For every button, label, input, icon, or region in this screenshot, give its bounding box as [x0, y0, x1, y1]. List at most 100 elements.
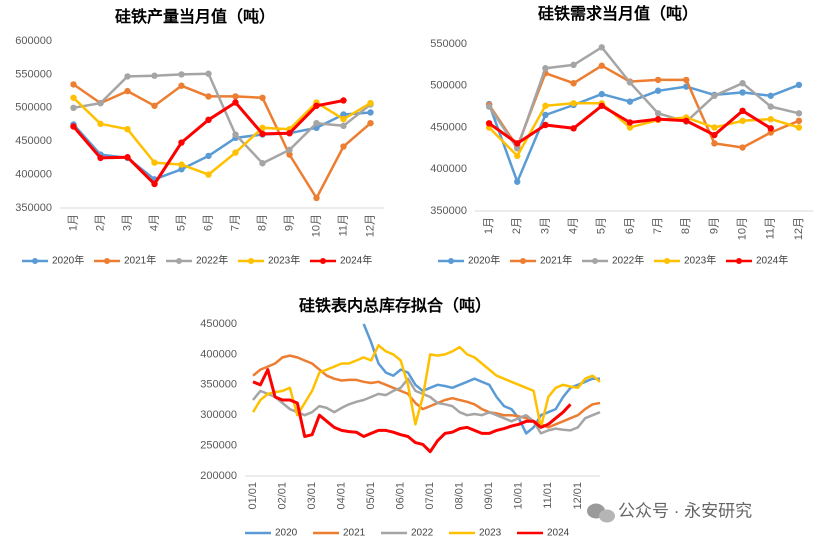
series-marker: [340, 97, 347, 104]
series-line: [252, 368, 572, 454]
series-marker: [367, 119, 374, 127]
series-marker: [205, 171, 212, 178]
series-marker: [514, 140, 521, 147]
legend-label: 2020年: [468, 254, 500, 267]
y-tick-label: 300000: [200, 409, 237, 421]
series-marker: [286, 129, 293, 137]
series-line: [72, 96, 372, 176]
legend-label: 2022年: [612, 254, 644, 267]
series-marker: [570, 61, 577, 69]
y-tick-label: 200000: [200, 470, 237, 482]
series-marker: [151, 180, 158, 188]
x-tick-label: 08/01: [454, 482, 466, 510]
y-tick-label: 550000: [15, 68, 52, 80]
x-tick-label: 8月: [256, 214, 268, 231]
series-marker: [124, 154, 131, 161]
legend-marker: [664, 258, 670, 264]
x-tick-label: 6月: [202, 214, 214, 231]
x-tick-label: 3月: [121, 214, 133, 231]
series-marker: [767, 115, 774, 123]
series-marker: [711, 140, 718, 147]
y-tick-label: 450000: [200, 318, 237, 330]
series-marker: [767, 92, 774, 99]
series-marker: [259, 94, 266, 101]
series-marker: [654, 87, 662, 94]
legend-label: 2022年: [196, 254, 228, 267]
series-line: [73, 72, 372, 165]
x-tick-label: 11/01: [542, 482, 554, 509]
chart-title: 硅铁需求当月值（吨）: [538, 4, 698, 23]
x-tick-label: 03/01: [306, 482, 318, 510]
x-tick-label: 5月: [175, 214, 187, 231]
x-tick-label: 7月: [652, 217, 664, 234]
series-line: [488, 102, 800, 158]
series-marker: [570, 100, 577, 107]
series-marker: [598, 44, 605, 51]
series-marker: [151, 159, 158, 166]
x-tick-label: 6月: [624, 217, 636, 234]
series-marker: [70, 94, 77, 101]
series-line: [362, 323, 600, 435]
series-marker: [232, 99, 239, 106]
series-marker: [795, 81, 803, 89]
series-marker: [97, 99, 104, 107]
series-marker: [286, 146, 293, 154]
chart-title: 硅铁表内总库存拟合（吨）: [299, 296, 491, 315]
series-marker: [232, 149, 239, 156]
x-tick-label: 11月: [337, 214, 349, 236]
series-marker: [598, 102, 605, 109]
chart-title: 硅铁产量当月值（吨）: [115, 7, 275, 26]
y-tick-label: 600000: [15, 35, 52, 47]
x-tick-label: 10/01: [513, 482, 525, 510]
series-marker: [178, 82, 185, 89]
x-tick-label: 8月: [680, 217, 692, 234]
y-tick-label: 550000: [430, 38, 467, 50]
series-marker: [739, 117, 746, 125]
x-tick-label: 7月: [229, 214, 241, 231]
series-line: [252, 354, 601, 429]
series-marker: [367, 99, 374, 107]
series-line: [252, 377, 601, 435]
series-marker: [626, 98, 634, 105]
x-tick-label: 2月: [94, 214, 106, 231]
series-marker: [711, 131, 718, 139]
series-marker: [514, 178, 521, 185]
series-marker: [795, 110, 803, 117]
x-tick-label: 04/01: [336, 482, 348, 510]
series-marker: [178, 161, 185, 168]
x-tick-label: 01/01: [247, 482, 259, 510]
series-marker: [70, 123, 77, 130]
y-tick-label: 350000: [430, 205, 467, 217]
series-marker: [340, 122, 347, 130]
y-tick-label: 250000: [200, 440, 237, 452]
x-tick-label: 1月: [483, 217, 495, 234]
legend-label: 2023: [479, 528, 502, 539]
legend-marker: [592, 258, 598, 264]
series-marker: [232, 131, 239, 138]
y-tick-label: 450000: [15, 135, 52, 147]
series-marker: [570, 80, 577, 87]
x-tick-label: 10月: [310, 214, 322, 237]
legend-marker: [248, 258, 254, 264]
y-tick-label: 400000: [200, 348, 237, 360]
series-marker: [124, 87, 131, 95]
series-marker: [626, 79, 634, 86]
series-marker: [626, 124, 634, 131]
legend-label: 2024年: [756, 254, 788, 267]
x-tick-label: 9月: [708, 217, 720, 234]
series-marker: [313, 102, 320, 109]
series-marker: [542, 121, 549, 129]
watermark-icon: [587, 503, 615, 523]
legend-marker: [104, 258, 110, 264]
series-line: [488, 46, 800, 150]
y-tick-label: 500000: [430, 80, 467, 92]
series-marker: [514, 145, 521, 152]
legend-marker: [176, 258, 182, 264]
series-marker: [70, 104, 77, 112]
y-tick-label: 400000: [430, 163, 467, 175]
x-tick-label: 05/01: [365, 482, 377, 510]
series-marker: [313, 194, 320, 202]
x-tick-label: 1月: [67, 214, 79, 231]
y-tick-label: 500000: [15, 102, 52, 114]
